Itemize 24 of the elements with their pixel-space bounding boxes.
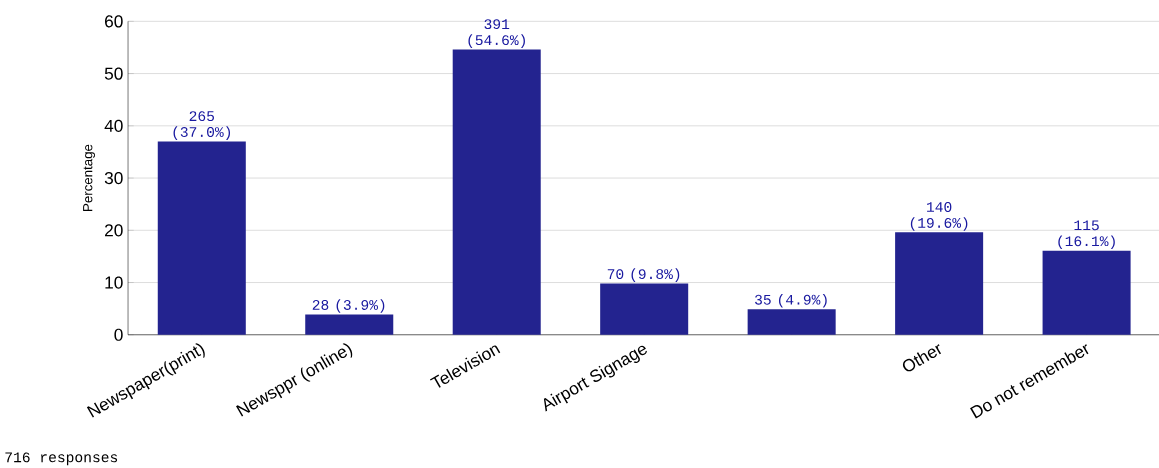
y-axis-title: Percentage bbox=[83, 144, 96, 211]
y-tick-label: 60 bbox=[105, 15, 123, 28]
data-label: 265 (37.0%) bbox=[173, 111, 231, 140]
y-tick-label: 40 bbox=[104, 119, 123, 132]
data-label: 140 (19.6%) bbox=[910, 201, 968, 231]
bar bbox=[305, 314, 394, 335]
y-tick-label: 30 bbox=[104, 171, 123, 185]
bar bbox=[895, 232, 984, 335]
data-label: 70 (9.8%) bbox=[607, 268, 680, 282]
bar bbox=[452, 49, 541, 335]
y-tick-label: 20 bbox=[105, 224, 123, 237]
data-label: 35 (4.9%) bbox=[755, 293, 827, 308]
x-tick-label: Other bbox=[902, 344, 942, 372]
y-tick-label: 0 bbox=[114, 328, 123, 341]
bar bbox=[747, 309, 836, 335]
data-label: 115 (16.1%) bbox=[1058, 220, 1115, 249]
bar bbox=[1042, 250, 1131, 335]
y-tick-label: 10 bbox=[105, 276, 123, 289]
y-tick-label: 50 bbox=[104, 67, 123, 80]
data-label: 391 (54.6%) bbox=[468, 19, 525, 48]
data-label: 28 (3.9%) bbox=[312, 299, 385, 313]
text: 716 responses bbox=[5, 452, 118, 466]
bar bbox=[157, 141, 246, 335]
bar bbox=[600, 283, 689, 335]
